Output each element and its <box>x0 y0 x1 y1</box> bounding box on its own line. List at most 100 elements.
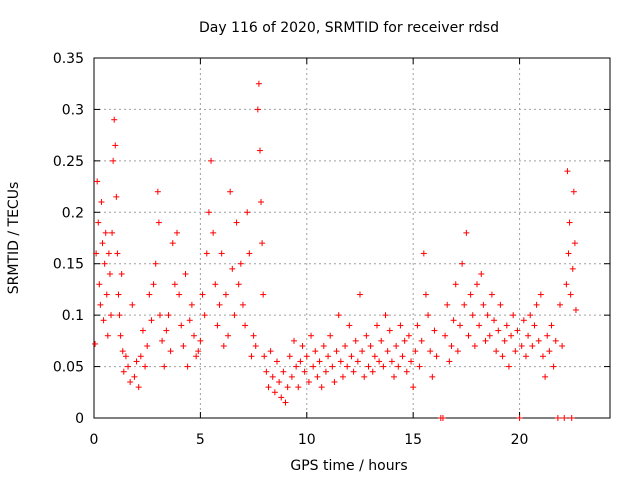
data-point <box>115 291 122 298</box>
data-point <box>116 312 123 319</box>
data-point <box>356 291 363 298</box>
data-point <box>295 384 302 391</box>
data-point <box>418 337 425 344</box>
data-point <box>561 415 568 421</box>
data-point <box>388 358 395 365</box>
data-point <box>499 353 506 360</box>
data-point <box>463 229 470 236</box>
data-point <box>214 322 221 329</box>
data-point <box>467 291 474 298</box>
data-point <box>567 291 574 298</box>
data-point <box>293 363 300 370</box>
y-tick-label: 0.1 <box>62 308 84 324</box>
data-point <box>454 348 461 355</box>
data-point <box>167 348 174 355</box>
data-point <box>137 353 144 360</box>
data-point <box>465 332 472 339</box>
data-point <box>546 348 553 355</box>
data-point <box>297 358 304 365</box>
data-point <box>542 373 549 380</box>
y-tick-label: 0.15 <box>53 257 84 273</box>
data-point <box>312 348 319 355</box>
data-point <box>269 373 276 380</box>
data-point <box>255 80 262 87</box>
data-point <box>184 363 191 370</box>
data-point <box>380 363 387 370</box>
data-point <box>222 291 229 298</box>
data-point <box>199 291 206 298</box>
data-point <box>237 260 244 267</box>
data-point <box>109 229 116 236</box>
data-point <box>227 188 234 195</box>
data-point <box>93 250 100 257</box>
data-point <box>142 363 149 370</box>
data-point <box>359 348 366 355</box>
data-point <box>188 301 195 308</box>
data-point <box>503 322 510 329</box>
chart-title: Day 116 of 2020, SRMTID for receiver rds… <box>199 20 499 36</box>
data-point <box>397 322 404 329</box>
data-point <box>367 343 374 349</box>
x-axis-label: GPS time / hours <box>290 458 407 474</box>
data-point <box>374 322 381 329</box>
data-point <box>176 291 183 298</box>
data-point <box>335 312 342 319</box>
data-point <box>439 415 446 421</box>
data-point <box>235 281 242 288</box>
data-point <box>163 327 170 334</box>
plot-frame <box>93 57 611 419</box>
data-point <box>314 373 321 380</box>
data-point <box>371 353 378 360</box>
data-point <box>442 332 449 339</box>
data-point <box>329 363 336 370</box>
data-point <box>161 363 168 370</box>
data-point <box>165 312 172 319</box>
data-point <box>339 373 346 380</box>
data-point <box>248 353 255 360</box>
data-point <box>565 250 572 257</box>
data-point <box>461 301 468 308</box>
data-point <box>133 358 140 365</box>
data-point <box>113 193 120 200</box>
data-point <box>148 317 155 324</box>
data-point <box>403 368 410 375</box>
data-point <box>316 358 323 365</box>
data-point <box>191 332 198 339</box>
data-point <box>348 353 355 360</box>
data-point <box>369 368 376 375</box>
data-point <box>486 332 493 339</box>
y-tick-label: 0 <box>75 411 84 427</box>
data-point <box>350 368 357 375</box>
data-point <box>252 343 259 349</box>
data-point <box>410 384 417 391</box>
data-point <box>518 343 525 349</box>
data-point <box>152 260 159 267</box>
data-point <box>512 348 519 355</box>
data-point <box>182 271 189 277</box>
data-point <box>431 327 438 334</box>
data-point <box>376 358 383 365</box>
data-point <box>131 373 138 380</box>
data-point <box>239 301 246 308</box>
data-point <box>119 348 126 355</box>
x-tick-label: 0 <box>90 432 99 448</box>
data-point <box>122 353 129 360</box>
data-point <box>233 219 240 226</box>
data-point <box>570 188 577 195</box>
data-point <box>482 337 489 344</box>
data-point <box>493 348 500 355</box>
data-point <box>568 415 575 421</box>
data-point <box>525 332 532 339</box>
data-point <box>361 373 368 380</box>
data-point <box>391 373 398 380</box>
data-point <box>414 322 421 329</box>
data-point <box>342 343 349 349</box>
x-tick-label: 10 <box>298 432 316 448</box>
data-point <box>552 337 559 344</box>
data-point <box>508 332 515 339</box>
data-point <box>263 368 270 375</box>
data-point <box>150 281 157 288</box>
data-point <box>216 301 223 308</box>
data-point <box>422 291 429 298</box>
